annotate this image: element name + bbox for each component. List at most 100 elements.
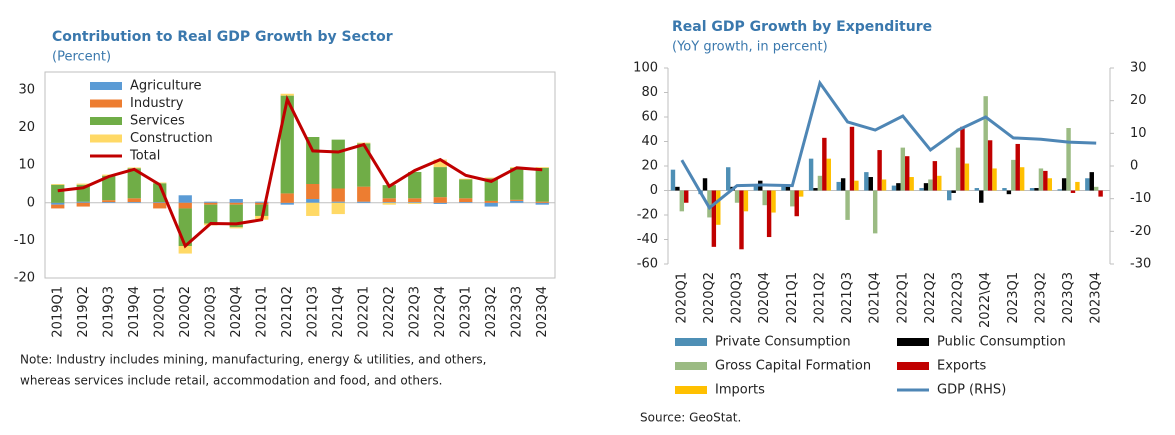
bar	[817, 175, 823, 191]
bar-segment	[255, 204, 269, 216]
legend-label: Private Consumption	[715, 335, 851, 350]
bar-segment	[306, 199, 320, 203]
bar	[781, 185, 786, 191]
bar-segment	[433, 202, 447, 204]
bar	[864, 172, 869, 191]
bar-segment	[76, 202, 90, 207]
bar-segment	[408, 198, 422, 203]
bar-segment	[433, 159, 447, 168]
bar-segment	[484, 177, 498, 179]
bar-segment	[204, 204, 218, 224]
bar	[1019, 167, 1025, 191]
y2-tick-label: -30	[1130, 257, 1151, 272]
bar	[771, 190, 776, 213]
y-tick-label: 40	[641, 134, 658, 149]
y2-tick-label: -20	[1130, 224, 1151, 239]
bar	[1061, 178, 1067, 191]
bar	[1038, 168, 1044, 191]
x-tick-label: 2019Q2	[76, 286, 91, 338]
bar-segment	[408, 171, 422, 199]
x-tick-label: 2021Q1	[254, 286, 269, 338]
x-tick-label: 2021Q2	[280, 286, 295, 338]
legend-swatch	[90, 117, 122, 125]
x-tick-label: 2021Q3	[305, 286, 320, 338]
bar-segment	[178, 246, 192, 254]
bar	[794, 190, 799, 217]
bar	[964, 163, 970, 191]
x-tick-label: 2021Q4	[331, 286, 346, 338]
bar-segment	[127, 198, 141, 203]
bar-segment	[510, 199, 524, 201]
bar	[822, 137, 827, 191]
legend-swatch	[90, 134, 122, 143]
y-tick-label: -10	[14, 233, 35, 248]
bar-segment	[510, 200, 524, 203]
bar-segment	[535, 167, 549, 168]
x-tick-label: 2020Q2	[702, 272, 717, 324]
bar-segment	[229, 227, 243, 229]
bar	[979, 190, 984, 203]
bar	[1070, 190, 1076, 193]
bar-segment	[433, 167, 447, 198]
legend-label: Imports	[715, 383, 765, 398]
bar	[1075, 181, 1080, 191]
y-tick-label: -20	[14, 271, 35, 286]
bar-segment	[51, 202, 65, 205]
y2-tick-label: -10	[1130, 191, 1151, 206]
bar-segment	[229, 202, 243, 205]
y2-tick-label: 20	[1130, 93, 1147, 108]
legend-label: Industry	[130, 96, 184, 111]
bar-segment	[459, 198, 473, 203]
bar	[734, 190, 740, 203]
bar	[932, 161, 938, 191]
chart-title: Contribution to Real GDP Growth by Secto…	[52, 29, 393, 45]
bar	[923, 183, 929, 191]
x-tick-label: 2020Q1	[674, 272, 689, 324]
y-tick-label: -60	[637, 257, 658, 272]
bar-segment	[357, 186, 371, 202]
bar-segment	[127, 202, 141, 203]
bar	[840, 178, 846, 191]
bar-segment	[357, 143, 371, 187]
bar-segment	[535, 167, 549, 202]
x-tick-label: 2022Q4	[433, 286, 448, 338]
line	[680, 79, 1097, 211]
bar-segment	[153, 202, 167, 209]
x-tick-label: 2023Q4	[1089, 272, 1104, 324]
legend-swatch	[897, 338, 929, 346]
bar	[798, 190, 804, 197]
bar	[711, 190, 717, 247]
x-tick-label: 2022Q1	[895, 272, 910, 324]
y-tick-label: 20	[18, 120, 35, 135]
bar	[1047, 178, 1052, 191]
bar	[679, 190, 685, 212]
x-tick-label: 2023Q2	[1033, 272, 1048, 324]
y2-tick-label: 10	[1130, 126, 1147, 141]
bar-segment	[76, 201, 90, 203]
y-tick-label: 100	[633, 61, 658, 76]
bar	[1029, 188, 1035, 191]
y-tick-label: 10	[18, 158, 35, 173]
bar	[1089, 172, 1094, 191]
y-tick-label: 30	[18, 83, 35, 98]
note: Note: Industry includes mining, manufact…	[20, 353, 487, 367]
y-tick-label: -40	[637, 232, 658, 247]
bar-segment	[459, 179, 473, 199]
bar-segment	[127, 168, 141, 199]
x-tick-label: 2020Q4	[757, 272, 772, 324]
bar-segment	[255, 202, 269, 205]
bar	[919, 188, 924, 191]
bar	[928, 179, 933, 191]
bar-segment	[331, 202, 345, 215]
bar	[983, 96, 988, 191]
legend-swatch	[90, 82, 122, 90]
bar-segment	[408, 202, 422, 203]
bar	[854, 180, 859, 191]
legend-label: GDP (RHS)	[937, 383, 1006, 398]
bar	[1002, 188, 1007, 191]
bar-segment	[102, 175, 116, 201]
bar	[909, 177, 914, 191]
legend-swatch	[90, 99, 122, 108]
bar-segment	[306, 184, 320, 200]
